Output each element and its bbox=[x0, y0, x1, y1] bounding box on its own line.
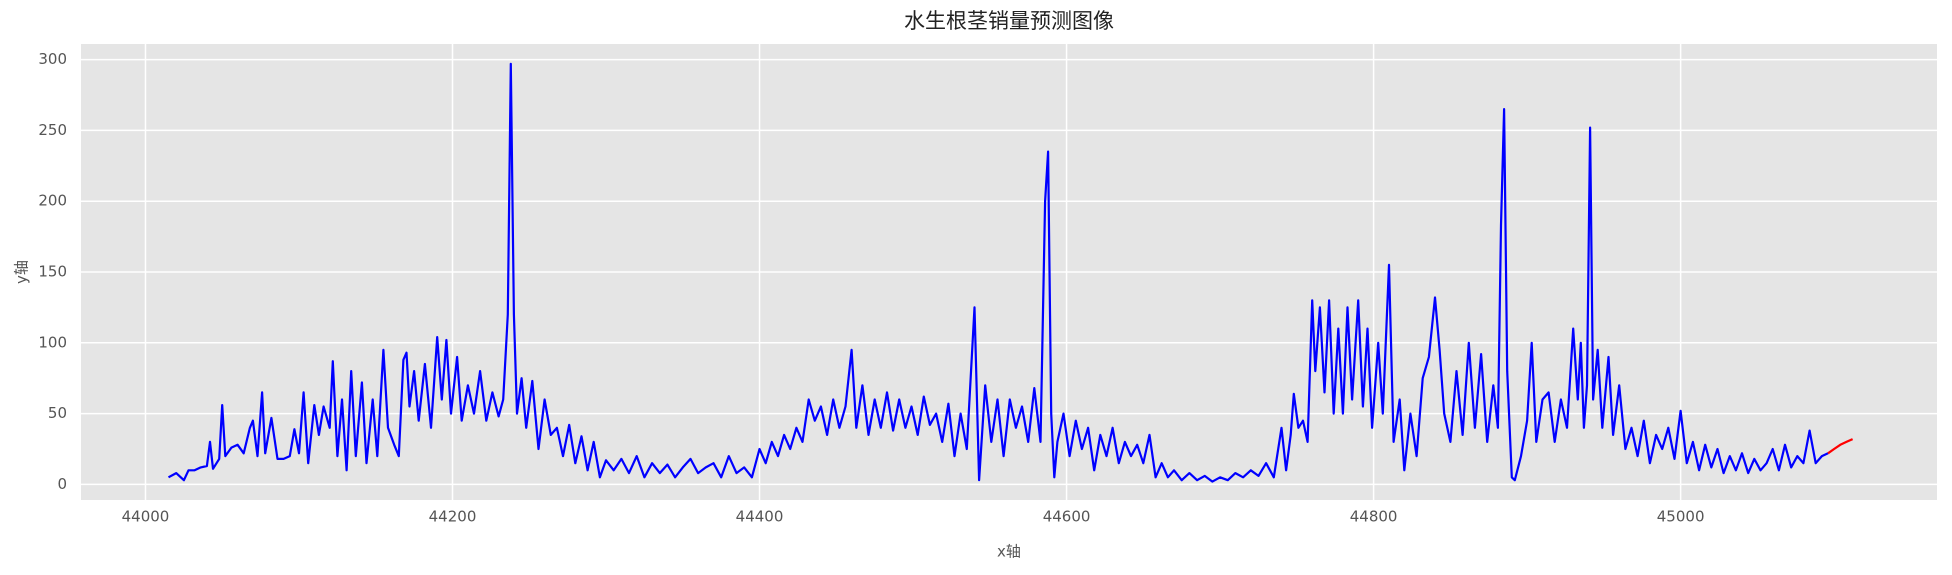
y-tick-label: 0 bbox=[57, 475, 67, 493]
x-tick-label: 45000 bbox=[1657, 508, 1705, 526]
x-tick-label: 44000 bbox=[122, 508, 170, 526]
data-line bbox=[167, 62, 1829, 483]
x-axis-label: x轴 bbox=[997, 543, 1021, 561]
y-tick-label: 150 bbox=[38, 263, 67, 281]
y-tick-label: 100 bbox=[38, 333, 67, 351]
y-axis-label: y轴 bbox=[13, 260, 31, 284]
y-tick-label: 200 bbox=[38, 192, 67, 210]
x-tick-label: 44200 bbox=[429, 508, 477, 526]
data-line bbox=[1827, 438, 1854, 455]
chart-title: 水生根茎销量预测图像 bbox=[904, 9, 1114, 33]
y-tick-label: 50 bbox=[48, 404, 67, 422]
y-tick-label: 300 bbox=[38, 50, 67, 68]
x-tick-label: 44600 bbox=[1043, 508, 1091, 526]
x-tick-label: 44800 bbox=[1350, 508, 1398, 526]
x-tick-label: 44400 bbox=[736, 508, 784, 526]
y-tick-label: 250 bbox=[38, 121, 67, 139]
